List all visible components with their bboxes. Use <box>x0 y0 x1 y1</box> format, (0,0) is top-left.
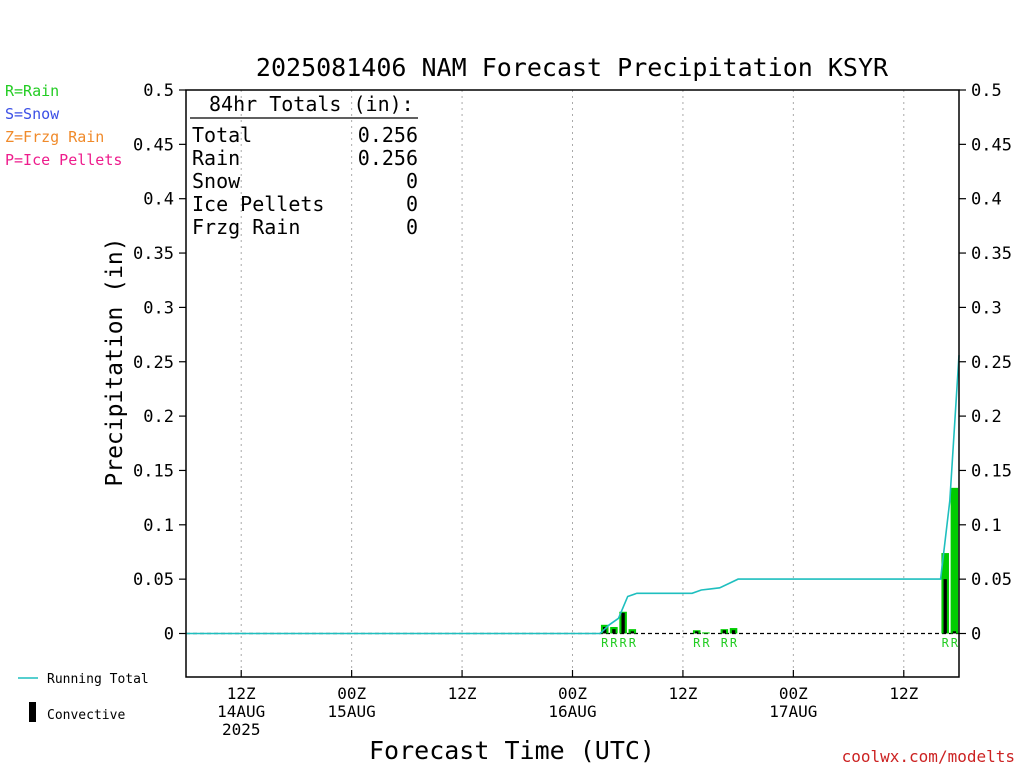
x-tick-label: 12Z <box>889 684 918 703</box>
totals-row-value: 0.256 <box>358 123 418 147</box>
credit-text: coolwx.com/modelts <box>842 747 1015 766</box>
totals-row-value: 0 <box>406 215 418 239</box>
y-tick-label-left: 0.05 <box>133 570 174 590</box>
convective-swatch <box>29 702 36 722</box>
convective-bar <box>731 630 736 634</box>
precip-type-label: R <box>951 636 959 650</box>
chart-title: 2025081406 NAM Forecast Precipitation KS… <box>256 53 889 82</box>
totals-heading: 84hr Totals (in): <box>209 92 414 116</box>
y-axis-left: 0 0.05 0.1 0.15 0.2 0.25 0.3 0.35 0.4 0.45 0.5 <box>133 81 186 645</box>
y-tick-label-left: 0.3 <box>143 298 174 318</box>
y-tick-label-right: 0.45 <box>971 135 1012 155</box>
totals-box: 84hr Totals (in): Total 0.256 Rain 0.256 Sno… <box>190 92 418 239</box>
y-tick-label-right: 0.25 <box>971 353 1012 373</box>
x-axis-label: Forecast Time (UTC) <box>369 736 655 765</box>
precip-bar <box>950 487 959 634</box>
convective-bar <box>952 631 957 634</box>
totals-row-value: 0 <box>406 192 418 216</box>
precip-type-label: R <box>601 636 609 650</box>
convective-bar <box>722 630 726 634</box>
y-tick-label-left: 0.2 <box>143 407 174 427</box>
x-tick-label: 16AUG <box>548 702 596 721</box>
x-tick-label: 00Z <box>558 684 587 703</box>
y-tick-label-right: 0.35 <box>971 244 1012 264</box>
totals-row-label: Ice Pellets <box>192 192 324 216</box>
y-tick-label-right: 0.5 <box>971 81 1002 101</box>
totals-row-value: 0 <box>406 169 418 193</box>
y-tick-label-right: 0.05 <box>971 570 1012 590</box>
type-legend-item: Z=Frzg Rain <box>5 128 104 146</box>
precip-type-label: R <box>721 636 729 650</box>
convective-bar <box>943 579 947 634</box>
x-tick-label: 00Z <box>779 684 808 703</box>
x-gridlines <box>240 90 905 677</box>
totals-row-value: 0.256 <box>358 146 418 170</box>
x-tick-label: 12Z <box>448 684 477 703</box>
precip-type-label: R <box>942 636 950 650</box>
type-legend: R=Rain S=Snow Z=Frzg Rain P=Ice Pellets <box>5 82 122 169</box>
x-tick-label: 00Z <box>337 684 366 703</box>
type-legend-item: R=Rain <box>5 82 59 100</box>
totals-row-label: Total <box>192 123 252 147</box>
y-tick-label-right: 0 <box>971 625 981 645</box>
convective-bar <box>630 631 634 634</box>
y-tick-label-right: 0.15 <box>971 461 1012 481</box>
convective-bar <box>612 629 616 634</box>
y-tick-label-right: 0.3 <box>971 298 1002 318</box>
type-legend-item: P=Ice Pellets <box>5 151 122 169</box>
y-tick-label-right: 0.1 <box>971 516 1002 536</box>
y-tick-label-left: 0.45 <box>133 135 174 155</box>
type-legend-item: S=Snow <box>5 105 60 123</box>
x-tick-label: 15AUG <box>328 702 376 721</box>
precip-type-label: R <box>619 636 627 650</box>
precip-type-label: R <box>730 636 738 650</box>
y-tick-label-left: 0 <box>164 625 174 645</box>
y-tick-label-left: 0.25 <box>133 353 174 373</box>
y-tick-label-left: 0.5 <box>143 81 174 101</box>
precip-bars <box>600 487 959 634</box>
precip-bar <box>702 632 710 634</box>
y-axis-right: 0 0.05 0.1 0.15 0.2 0.25 0.3 0.35 0.4 0.45 0.5 <box>959 81 1012 645</box>
y-tick-label-right: 0.2 <box>971 407 1002 427</box>
x-tick-label: 12Z <box>227 684 256 703</box>
y-tick-label-right: 0.4 <box>971 190 1002 210</box>
x-tick-label: 17AUG <box>769 702 817 721</box>
convective-legend-label: Convective <box>47 708 125 723</box>
convective-bar <box>621 612 625 634</box>
totals-row-label: Snow <box>192 169 241 193</box>
y-axis-label: Precipitation (in) <box>102 237 128 486</box>
precip-type-label: R <box>693 636 701 650</box>
x-tick-label: 12Z <box>668 684 697 703</box>
y-tick-label-left: 0.15 <box>133 461 174 481</box>
y-tick-label-left: 0.1 <box>143 516 174 536</box>
running-total-line <box>186 355 960 635</box>
totals-row-label: Rain <box>192 146 240 170</box>
convective-bar <box>695 631 699 634</box>
y-tick-label-left: 0.4 <box>143 190 174 210</box>
x-tick-label: 2025 <box>222 720 261 739</box>
precip-type-label: R <box>610 636 618 650</box>
line-legend: Running Total Convective <box>18 672 149 723</box>
precip-type-label: R <box>629 636 637 650</box>
precip-type-label: R <box>702 636 710 650</box>
y-tick-label-left: 0.35 <box>133 244 174 264</box>
totals-row-label: Frzg Rain <box>192 215 300 239</box>
running-total-legend-label: Running Total <box>47 672 149 687</box>
x-tick-label: 14AUG <box>217 702 265 721</box>
